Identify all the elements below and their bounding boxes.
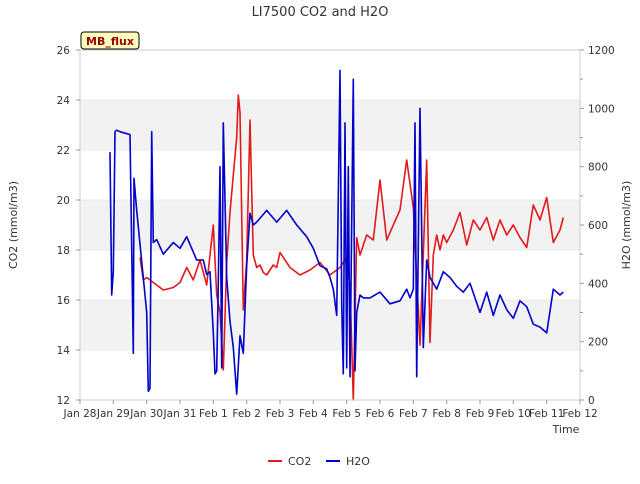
y-right-tick-label: 800 (588, 162, 608, 174)
y-left-tick-label: 18 (57, 245, 70, 257)
series-line-h2o (109, 69, 564, 396)
y-right-tick-label: 600 (588, 220, 608, 232)
x-tick-label: Jan 31 (163, 408, 197, 420)
x-tick-label: Jan 30 (129, 408, 163, 420)
x-tick-label: Feb 6 (366, 408, 395, 420)
x-tick-label: Jan 28 (63, 408, 97, 420)
x-tick-label: Jan 29 (96, 408, 130, 420)
y-left-tick-label: 20 (57, 195, 70, 207)
x-tick-label: Feb 4 (299, 408, 328, 420)
y-left-tick-label: 16 (57, 295, 71, 307)
x-tick-label: Feb 11 (529, 408, 564, 420)
y-left-tick-label: 12 (57, 395, 70, 407)
x-tick-label: Feb 9 (466, 408, 495, 420)
x-tick-label: Feb 12 (562, 408, 597, 420)
x-tick-label: Feb 8 (432, 408, 461, 420)
x-tick-label: Feb 10 (496, 408, 531, 420)
y-left-tick-label: 14 (57, 345, 71, 357)
grid-band (80, 200, 580, 250)
grid-bands (80, 49, 580, 401)
y-right-tick-label: 0 (588, 395, 595, 407)
y-right-tick-label: 200 (588, 337, 608, 349)
chart-title: LI7500 CO2 and H2O (252, 5, 389, 20)
legend-h2o-label: H2O (346, 455, 370, 468)
x-tick-label: Feb 7 (399, 408, 428, 420)
x-axis-label: Time (552, 423, 580, 436)
site-label: MB_flux (86, 35, 134, 48)
legend: CO2 H2O (268, 455, 370, 468)
y-axis-left-label: CO2 (mmol/m3) (7, 181, 20, 269)
y-left-tick-label: 26 (57, 45, 71, 57)
y-left-tick-label: 24 (57, 95, 71, 107)
y-left-tick-label: 22 (57, 145, 70, 157)
y-right-tick-label: 1000 (588, 103, 615, 115)
x-tick-label: Feb 1 (199, 408, 228, 420)
legend-co2-label: CO2 (288, 455, 311, 468)
series-lines (109, 69, 565, 401)
y-right-tick-label: 1200 (588, 45, 615, 57)
x-tick-label: Feb 3 (266, 408, 295, 420)
x-tick-label: Feb 5 (332, 408, 361, 420)
grid-band (80, 300, 580, 350)
site-label-box (80, 31, 140, 50)
y-axis-right-label: H2O (mmol/m3) (620, 181, 633, 270)
grid-band (80, 100, 580, 150)
axes: Jan 28 Jan 29 Jan 30 Jan 31 Feb 1 Feb 2 Feb 3 F… (57, 45, 615, 420)
y-right-tick-label: 400 (588, 278, 608, 290)
x-tick-label: Feb 2 (232, 408, 261, 420)
